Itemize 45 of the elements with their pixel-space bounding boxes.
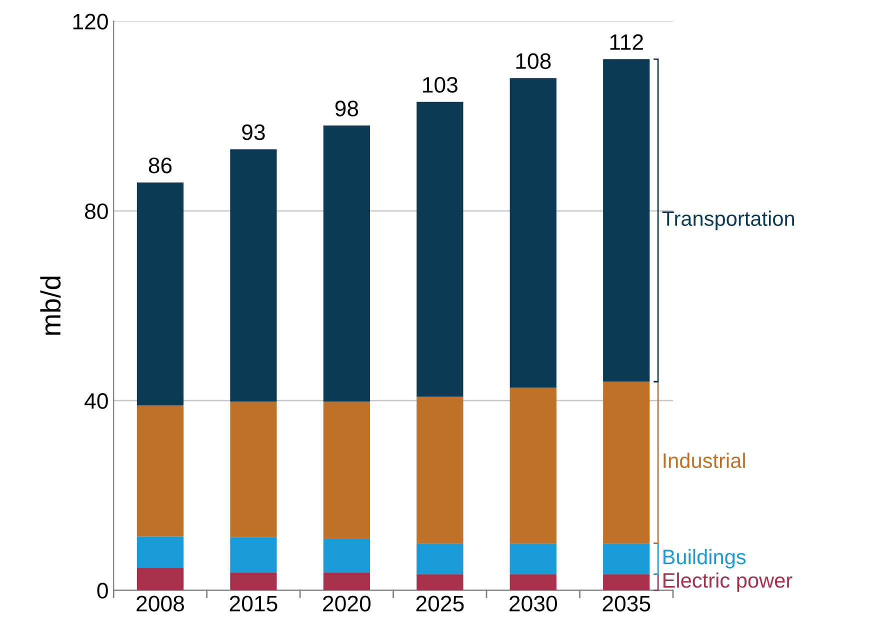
total-label: 98 (335, 100, 358, 116)
bar (416, 102, 464, 397)
bar (603, 382, 650, 544)
y-axis-title: mb/d (40, 276, 61, 335)
bar (230, 149, 277, 402)
total-label: 108 (516, 53, 551, 69)
bar (510, 78, 556, 388)
bar (510, 574, 556, 590)
bar (603, 543, 650, 574)
bar (510, 388, 556, 544)
bar (510, 543, 556, 574)
series-label: Transportation (662, 210, 794, 230)
y-tick-label: 40 (84, 393, 108, 409)
bar (136, 182, 184, 406)
y-tick-label: 0 (97, 582, 108, 599)
bar (136, 405, 184, 536)
bar (416, 396, 464, 544)
x-tick-label: 2035 (602, 596, 650, 612)
bar (416, 543, 464, 574)
bar (136, 536, 184, 568)
y-tick-label: 120 (73, 14, 108, 30)
x-tick-label: 2025 (416, 596, 464, 612)
bar (323, 126, 370, 402)
total-label: 112 (610, 34, 643, 50)
x-tick-label: 2008 (136, 596, 184, 612)
bar (136, 568, 184, 590)
bar (603, 59, 650, 382)
bar (323, 539, 370, 572)
legend-label: Buildings (664, 549, 746, 568)
bar (230, 537, 277, 572)
bar (416, 574, 464, 590)
bar (323, 572, 370, 590)
y-tick-label: 80 (85, 203, 108, 220)
bar (230, 402, 277, 538)
series-label: Industrial (664, 452, 745, 468)
total-label: 103 (423, 76, 458, 93)
bar (230, 572, 277, 590)
total-label: 86 (148, 158, 172, 174)
x-tick-label: 2015 (230, 596, 278, 612)
x-tick-label: 2020 (323, 596, 371, 612)
total-label: 93 (242, 124, 265, 140)
bar (323, 402, 370, 540)
legend-label: Electric power (664, 572, 792, 592)
x-tick-label: 2030 (510, 596, 557, 612)
bar (603, 574, 650, 590)
